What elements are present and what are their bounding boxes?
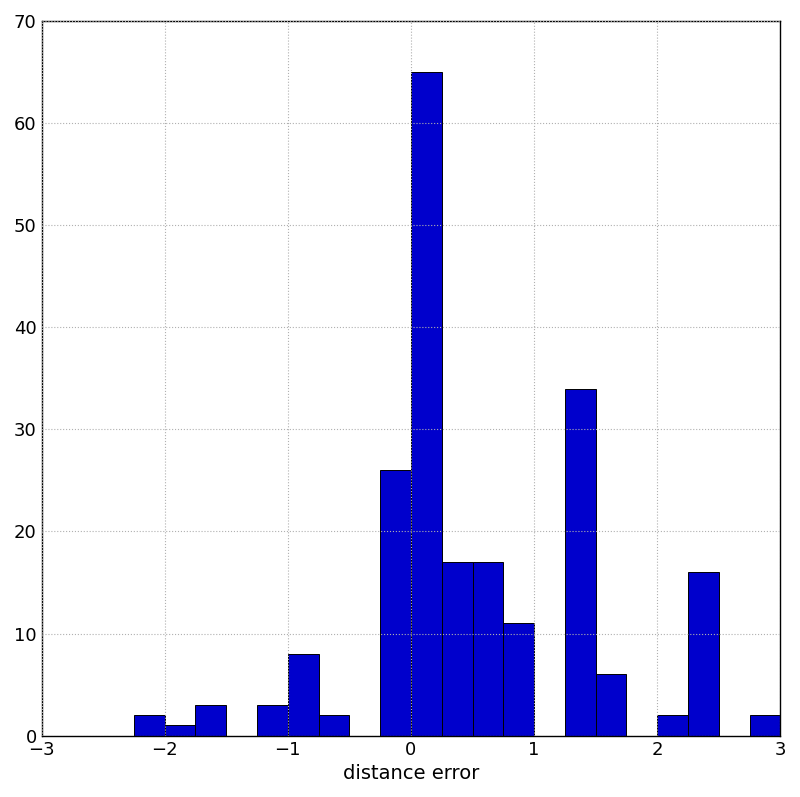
Bar <box>596 674 626 736</box>
Bar <box>134 715 165 736</box>
Bar <box>503 623 534 736</box>
Bar <box>288 654 318 736</box>
X-axis label: distance error: distance error <box>342 764 479 783</box>
Bar <box>318 715 350 736</box>
Bar <box>195 705 226 736</box>
Bar <box>442 562 473 736</box>
Bar <box>473 562 503 736</box>
Bar <box>165 725 195 736</box>
Bar <box>380 470 411 736</box>
Bar <box>750 715 780 736</box>
Bar <box>565 388 596 736</box>
Bar <box>658 715 688 736</box>
Bar <box>411 72 442 736</box>
Bar <box>257 705 288 736</box>
Bar <box>688 572 718 736</box>
